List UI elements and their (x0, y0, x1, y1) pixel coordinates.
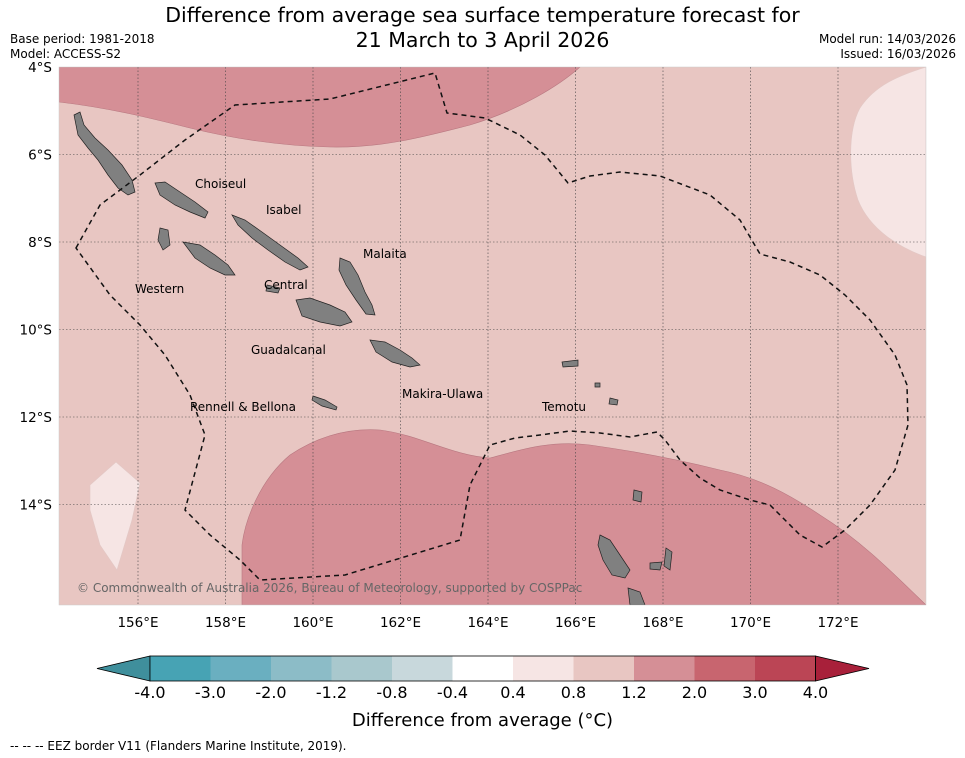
colorbar-tick-label: 0.4 (500, 683, 526, 702)
colorbar-tick-label: -0.8 (376, 683, 408, 702)
land-masses (73, 111, 673, 605)
colorbar-segment (150, 656, 211, 681)
lat-tick-label: 8°S (28, 235, 52, 251)
longitude-labels: 156°E 158°E 160°E 162°E 164°E 166°E 168°E 170°E… (117, 615, 858, 631)
lon-tick-label: 162°E (380, 615, 421, 631)
eez-footnote: -- -- -- EEZ border V11 (Flanders Marine… (10, 739, 347, 753)
label-choiseul: Choiseul (195, 177, 246, 191)
island-maewo (663, 547, 673, 571)
island-western (73, 111, 136, 196)
colorbar (96, 655, 870, 682)
latitude-labels: 4°S 6°S 8°S 10°S 12°S 14°S (20, 60, 53, 514)
lat-tick-label: 14°S (20, 498, 53, 514)
island-new-georgia (182, 241, 236, 276)
label-malaita: Malaita (363, 247, 407, 261)
colorbar-tick-label: 4.0 (802, 683, 829, 702)
lon-tick-label: 158°E (205, 615, 246, 631)
colorbar-segment (694, 656, 755, 681)
label-rennell-bellona: Rennell & Bellona (190, 400, 296, 414)
island-malekula (627, 587, 646, 605)
colorbar-extend-low (96, 655, 151, 682)
lat-tick-label: 4°S (28, 60, 52, 76)
colorbar-segment (634, 656, 695, 681)
title-line-1: Difference from average sea surface temp… (165, 3, 800, 27)
island-rennell (311, 395, 338, 411)
title-line-2: 21 March to 3 April 2026 (355, 28, 610, 52)
issued-date: Issued: 16/03/2026 (840, 47, 956, 61)
lon-tick-label: 170°E (730, 615, 771, 631)
anomaly-fill-1.2-2.0-south (241, 429, 926, 605)
colorbar-tick-label: -1.2 (315, 683, 348, 702)
island-isabel (231, 214, 309, 271)
island-choiseul (154, 181, 209, 219)
lon-tick-label: 172°E (817, 615, 858, 631)
colorbar-extend-high (815, 655, 870, 682)
lat-tick-label: 12°S (20, 410, 53, 426)
lon-tick-label: 156°E (117, 615, 158, 631)
eez-border (75, 72, 909, 581)
label-makira-ulawa: Makira-Ulawa (402, 387, 483, 401)
colorbar-frame (149, 655, 816, 682)
lon-tick-label: 168°E (642, 615, 683, 631)
colorbar-segment (452, 656, 513, 681)
island-espiritu-santo (597, 534, 631, 579)
graticule (59, 67, 926, 605)
colorbar-segment (513, 656, 574, 681)
anomaly-fill-1.2-2.0-north (59, 67, 581, 148)
colorbar-tick-label: -3.0 (194, 683, 227, 702)
island-santa-cruz (561, 359, 579, 368)
colorbar-label: Difference from average (°C) (351, 710, 614, 731)
colorbar-segment (755, 656, 816, 681)
island-vanikoro (608, 397, 619, 406)
anomaly-fill-0.4-0.8-east (850, 67, 926, 258)
island-utupua (594, 382, 601, 388)
island-malaita (338, 257, 376, 316)
colorbar-tick-label: -0.4 (436, 683, 469, 702)
colorbar-tick-label: 0.8 (560, 683, 587, 702)
island-makira (369, 339, 421, 368)
lon-tick-label: 164°E (467, 615, 508, 631)
lon-tick-label: 166°E (555, 615, 596, 631)
map-frame (58, 66, 927, 606)
island-vella-lavella (157, 227, 171, 251)
label-western: Western (135, 282, 184, 296)
colorbar-segment (271, 656, 332, 681)
lat-tick-label: 6°S (28, 148, 52, 164)
lat-tick-label: 10°S (20, 323, 53, 339)
colorbar-segment (573, 656, 634, 681)
sst-anomaly-field (59, 67, 926, 605)
colorbar-tick-label: -4.0 (134, 683, 166, 702)
island-vanuatu-north (632, 489, 643, 503)
colorbar-tick-label: 1.2 (621, 683, 647, 702)
colorbar-segment (392, 656, 453, 681)
base-period: Base period: 1981-2018 (10, 32, 155, 46)
island-ambae (649, 561, 663, 571)
colorbar-tick-label: 2.0 (681, 683, 708, 702)
label-central: Central (264, 278, 308, 292)
model-name: Model: ACCESS-S2 (10, 47, 122, 61)
island-guadalcanal (295, 297, 353, 327)
model-info: Base period: 1981-2018 Model: ACCESS-S2 (10, 32, 155, 62)
copyright-notice: © Commonwealth of Australia 2026, Bureau… (77, 581, 582, 595)
model-run-date: Model run: 14/03/2026 (818, 32, 956, 46)
colorbar-tick-label: 3.0 (742, 683, 768, 702)
anomaly-fill-0.4-0.8-southwest (89, 461, 141, 571)
colorbar-tick-label: -2.0 (255, 683, 287, 702)
run-info: Model run: 14/03/2026 Issued: 16/03/2026 (819, 32, 956, 62)
map-title: Difference from average sea surface temp… (0, 3, 965, 53)
lon-tick-label: 160°E (292, 615, 333, 631)
colorbar-segment (210, 656, 271, 681)
island-nggela (265, 284, 281, 294)
label-guadalcanal: Guadalcanal (251, 343, 326, 357)
colorbar-segment (331, 656, 392, 681)
label-temotu: Temotu (541, 400, 586, 414)
label-isabel: Isabel (266, 203, 301, 217)
